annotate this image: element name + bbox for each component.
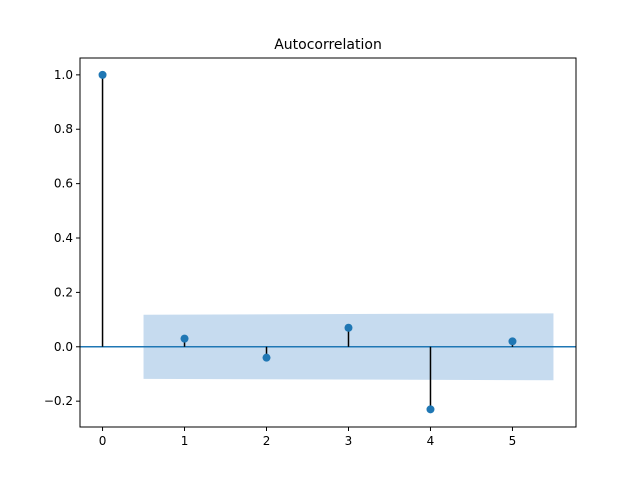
x-tick-label: 4 <box>427 434 435 448</box>
x-axis-ticks: 0 1 2 3 4 5 <box>99 427 517 448</box>
x-tick-label: 0 <box>99 434 107 448</box>
chart-title: Autocorrelation <box>274 37 382 53</box>
plot-frame <box>79 57 577 428</box>
x-tick-label: 5 <box>509 434 517 448</box>
y-tick-label: −0.2 <box>44 394 73 408</box>
markers-layer <box>98 70 517 414</box>
y-tick-label: 0.4 <box>54 231 73 245</box>
marker-lag-1 <box>180 334 189 343</box>
y-tick-label: 0.0 <box>54 340 73 354</box>
y-tick-label: 0.2 <box>54 285 73 299</box>
marker-lag-4 <box>426 405 435 414</box>
y-tick-label: 0.6 <box>54 177 73 191</box>
y-axis-ticks: −0.2 0.0 0.2 0.4 0.6 0.8 1.0 <box>44 68 80 408</box>
x-tick-label: 2 <box>263 434 271 448</box>
marker-lag-5 <box>508 337 517 346</box>
y-tick-label: 1.0 <box>54 68 73 82</box>
x-tick-label: 1 <box>181 434 189 448</box>
marker-lag-2 <box>262 353 271 362</box>
marker-lag-3 <box>344 323 353 332</box>
marker-lag-0 <box>98 70 107 79</box>
y-tick-label: 0.8 <box>54 122 73 136</box>
x-tick-label: 3 <box>345 434 353 448</box>
